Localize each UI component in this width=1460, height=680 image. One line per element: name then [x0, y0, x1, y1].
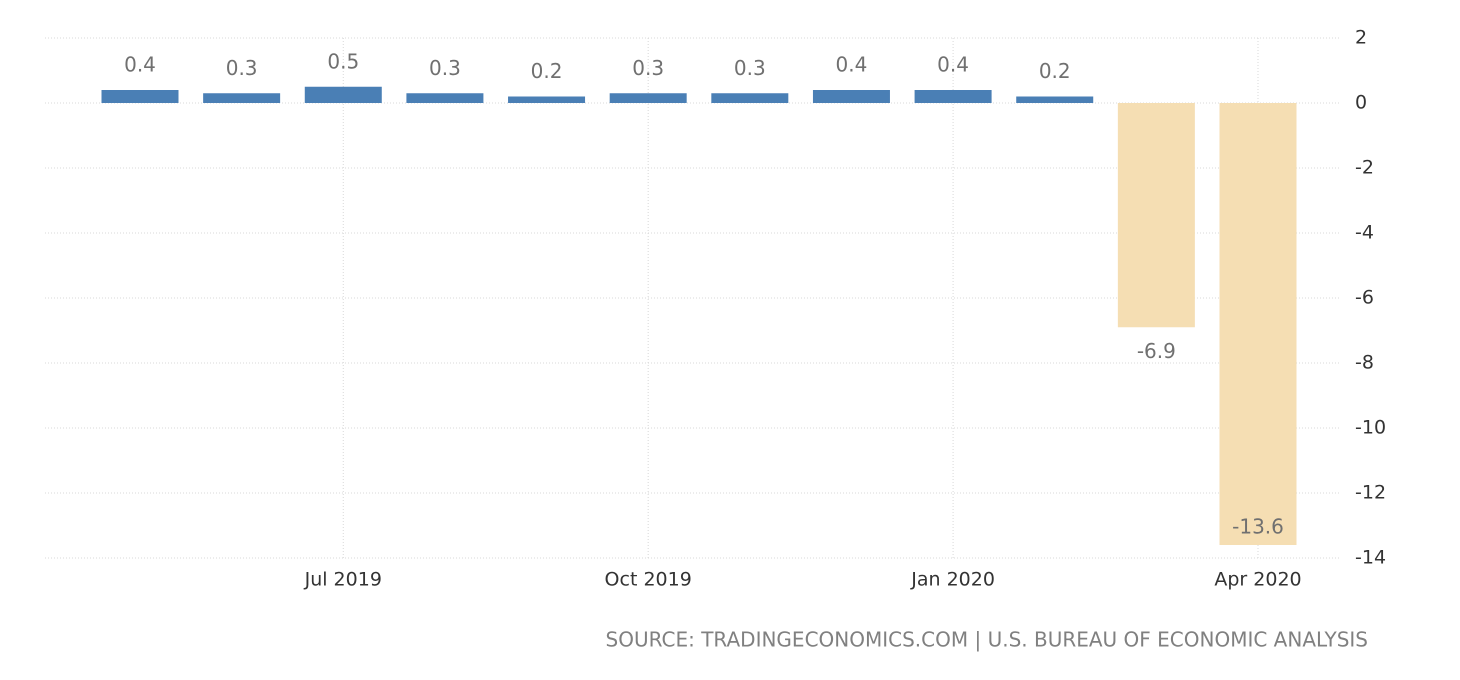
- y-tick-label: -14: [1355, 547, 1386, 569]
- x-tick-label: Apr 2020: [1214, 569, 1301, 591]
- value-label: 0.4: [937, 53, 969, 77]
- y-tick-label: 2: [1355, 27, 1367, 49]
- y-tick-label: -2: [1355, 157, 1374, 179]
- x-tick-label: Oct 2019: [605, 569, 692, 591]
- value-label: 0.3: [429, 56, 461, 80]
- value-label: 0.5: [327, 49, 359, 73]
- bar: [1016, 96, 1094, 103]
- bar: [1219, 103, 1297, 545]
- bar: [812, 90, 890, 103]
- source: SOURCE: TRADINGECONOMICS.COM | U.S. BURE…: [606, 628, 1368, 652]
- y-tick-label: -6: [1355, 287, 1374, 309]
- value-label: 0.3: [632, 56, 664, 80]
- value-label: -13.6: [1232, 515, 1284, 539]
- bar: [1117, 103, 1195, 328]
- bar: [406, 93, 484, 103]
- y-tick-label: -12: [1355, 482, 1386, 504]
- value-label: 0.2: [1039, 59, 1071, 83]
- value-label: 0.3: [226, 56, 258, 80]
- x-tick-label: Jul 2019: [304, 569, 382, 591]
- bar: [101, 90, 179, 103]
- y-tick-label: 0: [1355, 92, 1367, 114]
- bar: [508, 96, 586, 103]
- bar: [711, 93, 789, 103]
- x-tick-label: Jan 2020: [910, 569, 995, 591]
- value-label: 0.4: [836, 53, 868, 77]
- value-label: 0.3: [734, 56, 766, 80]
- bar: [203, 93, 281, 103]
- y-tick-label: -10: [1355, 417, 1386, 439]
- value-label: -6.9: [1137, 339, 1176, 363]
- value-label: 0.2: [531, 59, 563, 83]
- bar: [914, 90, 992, 103]
- y-tick-label: -4: [1355, 222, 1374, 244]
- value-label: 0.4: [124, 53, 156, 77]
- bar: [609, 93, 687, 103]
- y-tick-label: -8: [1355, 352, 1374, 374]
- bar: [304, 86, 382, 103]
